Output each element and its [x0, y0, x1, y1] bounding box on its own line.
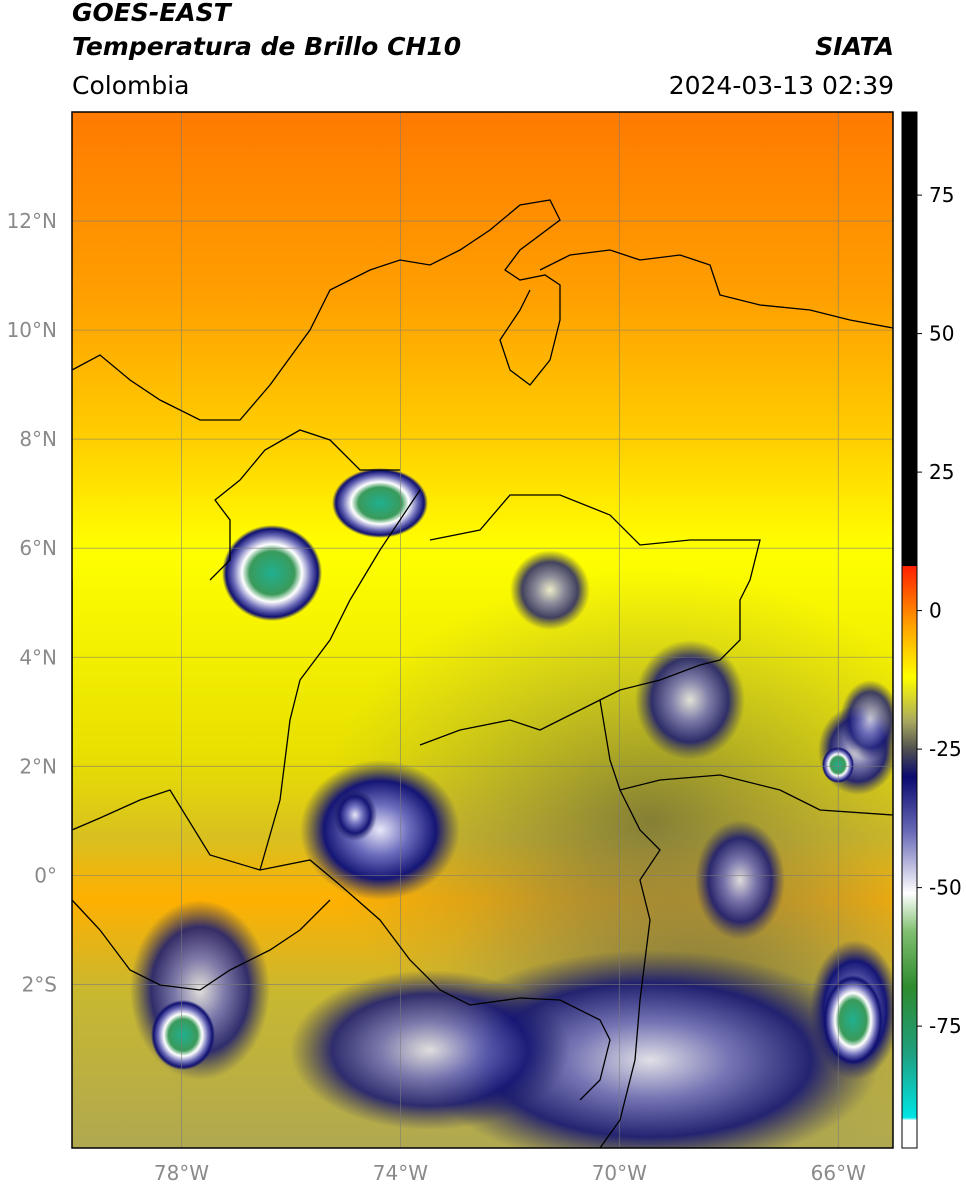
satellite-title: GOES-EAST: [72, 0, 231, 27]
lon-tick-label: 74°W: [373, 1161, 428, 1185]
lat-tick-label: 4°N: [19, 645, 57, 669]
lat-tick-label: 0°: [34, 863, 57, 887]
lon-tick-label: 78°W: [154, 1161, 209, 1185]
latitude-labels: 12°N 10°N 8°N 6°N 4°N 2°N 0° 2°S: [7, 209, 57, 996]
colorbar-tick-label: 75: [929, 183, 954, 207]
colorbar-tick-label: -50: [929, 876, 962, 900]
lon-tick-label: 66°W: [811, 1161, 866, 1185]
product-title: Temperatura de Brillo CH10: [72, 32, 462, 61]
colorbar-tick-label: -75: [929, 1014, 962, 1038]
colorbar-tick-label: 0: [929, 599, 942, 623]
colorbar: [901, 111, 922, 1149]
lat-tick-label: 10°N: [7, 318, 57, 342]
brightness-temperature-field: [72, 112, 893, 1148]
colorbar-tick-label: 50: [929, 322, 954, 346]
lat-tick-label: 12°N: [7, 209, 57, 233]
coastline-borders: [72, 199, 893, 1148]
colorbar-tick-labels: 75 50 25 0 -25 -50 -75: [929, 183, 962, 1038]
lat-tick-label: 6°N: [19, 536, 57, 560]
lat-tick-label: 2°N: [19, 754, 57, 778]
map-frame: [71, 111, 894, 1149]
region-label: Colombia: [72, 71, 190, 100]
colorbar-tick-label: 25: [929, 460, 954, 484]
colorbar-gradient: [901, 111, 918, 1149]
longitude-labels: 78°W 74°W 70°W 66°W: [154, 1161, 866, 1185]
lat-tick-label: 8°N: [19, 427, 57, 451]
lat-tick-label: 2°S: [22, 972, 57, 996]
agency-label: SIATA: [815, 32, 894, 61]
datetime-label: 2024-03-13 02:39: [668, 71, 894, 100]
colorbar-tick-label: -25: [929, 737, 962, 761]
lon-tick-label: 70°W: [592, 1161, 647, 1185]
